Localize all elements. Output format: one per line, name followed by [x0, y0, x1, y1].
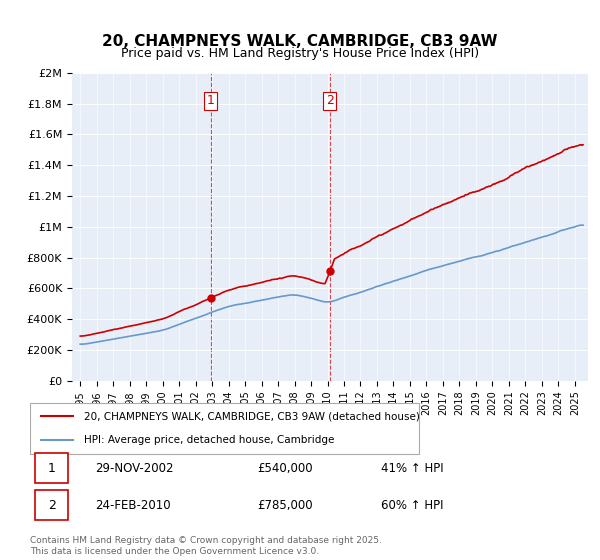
Text: 41% ↑ HPI: 41% ↑ HPI: [381, 462, 443, 475]
Text: Contains HM Land Registry data © Crown copyright and database right 2025.
This d: Contains HM Land Registry data © Crown c…: [30, 536, 382, 556]
FancyBboxPatch shape: [35, 454, 68, 483]
Text: Price paid vs. HM Land Registry's House Price Index (HPI): Price paid vs. HM Land Registry's House …: [121, 46, 479, 60]
Text: 2: 2: [47, 499, 56, 512]
Text: 20, CHAMPNEYS WALK, CAMBRIDGE, CB3 9AW (detached house): 20, CHAMPNEYS WALK, CAMBRIDGE, CB3 9AW (…: [84, 411, 420, 421]
Text: 1: 1: [47, 462, 56, 475]
Text: HPI: Average price, detached house, Cambridge: HPI: Average price, detached house, Camb…: [84, 435, 334, 445]
Text: £785,000: £785,000: [257, 499, 313, 512]
FancyBboxPatch shape: [30, 403, 419, 454]
FancyBboxPatch shape: [35, 491, 68, 520]
Text: 1: 1: [207, 94, 215, 107]
Text: £540,000: £540,000: [257, 462, 313, 475]
Text: 2: 2: [326, 94, 334, 107]
Text: 29-NOV-2002: 29-NOV-2002: [95, 462, 173, 475]
Text: 60% ↑ HPI: 60% ↑ HPI: [381, 499, 443, 512]
Text: 24-FEB-2010: 24-FEB-2010: [95, 499, 170, 512]
Text: 20, CHAMPNEYS WALK, CAMBRIDGE, CB3 9AW: 20, CHAMPNEYS WALK, CAMBRIDGE, CB3 9AW: [102, 35, 498, 49]
